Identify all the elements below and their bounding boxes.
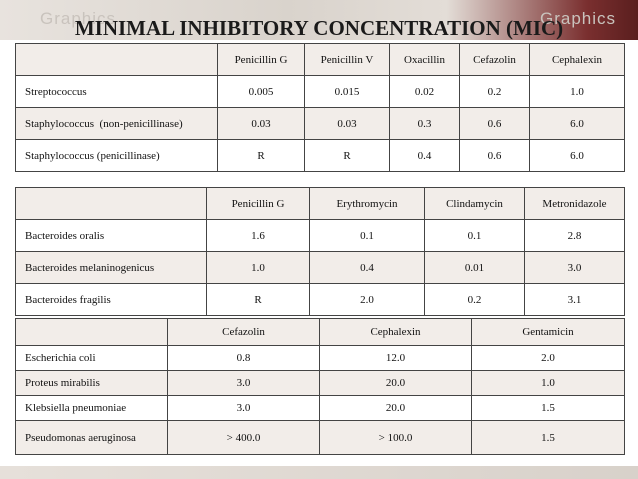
column-header: Penicillin G — [206, 187, 310, 220]
table-cell: 0.02 — [389, 75, 460, 108]
table-cell: 3.0 — [167, 370, 320, 396]
watermark-left: Graphics — [40, 9, 117, 28]
table-row: Bacteroides oralis 1.6 0.1 0.1 2.8 — [15, 219, 625, 252]
table-row: Staphylococcus (non-penicillinase) 0.03 … — [15, 107, 625, 140]
row-label: Bacteroides fragilis — [15, 283, 207, 316]
row-label: Proteus mirabilis — [15, 370, 168, 396]
table-cell: 2.8 — [524, 219, 625, 252]
page-title: MINIMAL INHIBITORY CONCENTRATION (MIC) — [74, 16, 564, 40]
table-cell: 3.0 — [167, 395, 320, 421]
table-cell: 0.015 — [304, 75, 390, 108]
table-cell: 1.5 — [471, 420, 625, 455]
table-row: Streptococcus 0.005 0.015 0.02 0.2 1.0 — [15, 75, 625, 108]
table-cell: 6.0 — [529, 139, 625, 172]
table-cell: 3.1 — [524, 283, 625, 316]
column-header: Penicillin G — [217, 43, 305, 76]
table-cell: 2.0 — [471, 345, 625, 371]
column-header: Penicillin V — [304, 43, 390, 76]
table-row: Proteus mirabilis 3.0 20.0 1.0 — [15, 370, 625, 396]
row-label: Staphylococcus (non-penicillinase) — [15, 107, 218, 140]
table-cell: 1.0 — [206, 251, 310, 284]
table-cell: 0.2 — [459, 75, 530, 108]
table-cell: 0.8 — [167, 345, 320, 371]
table-cell: 0.1 — [309, 219, 425, 252]
column-header: Clindamycin — [424, 187, 525, 220]
table-row: Klebsiella pneumoniae 3.0 20.0 1.5 — [15, 395, 625, 421]
header-band: Graphics Graphics — [0, 0, 638, 40]
column-header: Cephalexin — [319, 318, 472, 346]
table-cell: 0.2 — [424, 283, 525, 316]
table-cell: 2.0 — [309, 283, 425, 316]
table-cell: R — [206, 283, 310, 316]
table-cell: 0.03 — [217, 107, 305, 140]
row-label: Streptococcus — [15, 75, 218, 108]
table-cell: 0.1 — [424, 219, 525, 252]
column-header: Metronidazole — [524, 187, 625, 220]
table-cell: 1.5 — [471, 395, 625, 421]
table-cell: > 400.0 — [167, 420, 320, 455]
table-cell: R — [217, 139, 305, 172]
table-cell: 20.0 — [319, 395, 472, 421]
table-cell: > 100.0 — [319, 420, 472, 455]
table-row: Escherichia coli 0.8 12.0 2.0 — [15, 345, 625, 371]
header-cell-empty — [15, 318, 168, 346]
mic-table-1: Penicillin G Penicillin V Oxacillin Cefa… — [15, 43, 625, 172]
table-cell: 20.0 — [319, 370, 472, 396]
table-row: Bacteroides fragilis R 2.0 0.2 3.1 — [15, 283, 625, 316]
column-header: Erythromycin — [309, 187, 425, 220]
mic-table-3: Cefazolin Cephalexin Gentamicin Escheric… — [15, 318, 625, 455]
header-cell-empty — [15, 187, 207, 220]
table-cell: 12.0 — [319, 345, 472, 371]
column-header: Cefazolin — [459, 43, 530, 76]
row-label: Pseudomonas aeruginosa — [15, 420, 168, 455]
column-header: Oxacillin — [389, 43, 460, 76]
row-label: Bacteroides oralis — [15, 219, 207, 252]
row-label: Staphylococcus (penicillinase) — [15, 139, 218, 172]
row-label: Escherichia coli — [15, 345, 168, 371]
table-cell: 0.6 — [459, 139, 530, 172]
row-label: Klebsiella pneumoniae — [15, 395, 168, 421]
header-cell-empty — [15, 43, 218, 76]
table-row: Bacteroides melaninogenicus 1.0 0.4 0.01… — [15, 251, 625, 284]
column-header: Cephalexin — [529, 43, 625, 76]
table-cell: 0.01 — [424, 251, 525, 284]
table-cell: 1.6 — [206, 219, 310, 252]
table-cell: 0.6 — [459, 107, 530, 140]
table-header-row: Penicillin G Erythromycin Clindamycin Me… — [15, 187, 625, 220]
footer-band — [0, 466, 638, 479]
table-cell: 0.4 — [389, 139, 460, 172]
column-header: Cefazolin — [167, 318, 320, 346]
table-cell: R — [304, 139, 390, 172]
table-row: Pseudomonas aeruginosa > 400.0 > 100.0 1… — [15, 420, 625, 455]
table-cell: 3.0 — [524, 251, 625, 284]
row-label: Bacteroides melaninogenicus — [15, 251, 207, 284]
table-row: Staphylococcus (penicillinase) R R 0.4 0… — [15, 139, 625, 172]
watermark-right: Graphics — [540, 9, 617, 28]
table-cell: 1.0 — [471, 370, 625, 396]
table-cell: 0.005 — [217, 75, 305, 108]
table-header-row: Penicillin G Penicillin V Oxacillin Cefa… — [15, 43, 625, 76]
table-cell: 0.03 — [304, 107, 390, 140]
mic-table-2: Penicillin G Erythromycin Clindamycin Me… — [15, 187, 625, 316]
table-header-row: Cefazolin Cephalexin Gentamicin — [15, 318, 625, 346]
table-cell: 0.3 — [389, 107, 460, 140]
table-cell: 1.0 — [529, 75, 625, 108]
table-cell: 6.0 — [529, 107, 625, 140]
column-header: Gentamicin — [471, 318, 625, 346]
table-cell: 0.4 — [309, 251, 425, 284]
